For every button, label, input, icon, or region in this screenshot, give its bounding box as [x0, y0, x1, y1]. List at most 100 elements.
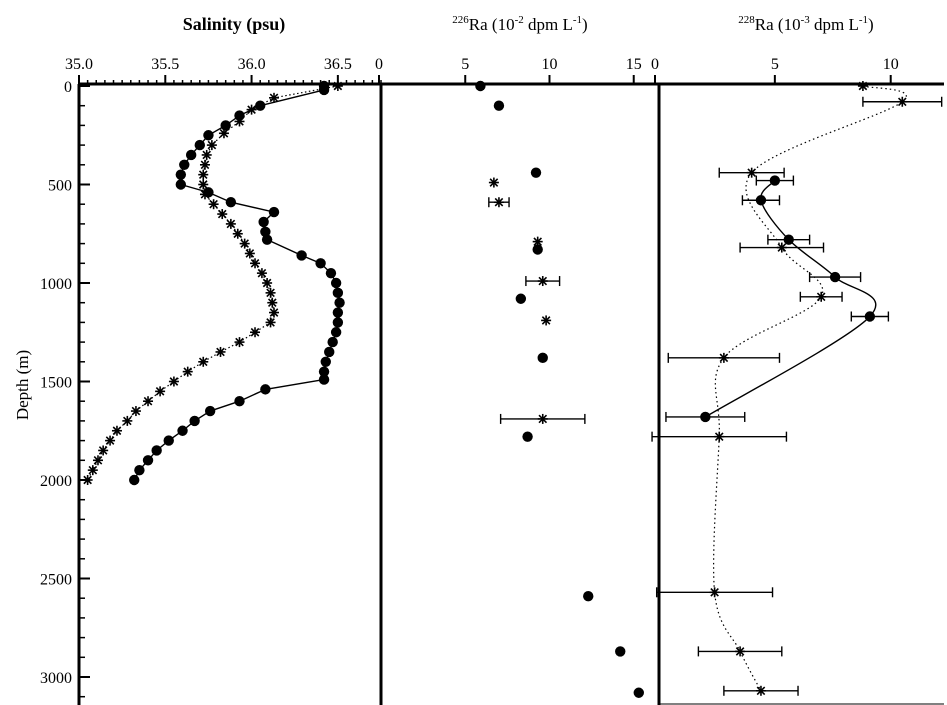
ra226-circle-point [537, 352, 548, 364]
salinity-asterisk-point [265, 287, 276, 298]
asterisk-stroke [219, 128, 229, 138]
ra226-asterisk-point [493, 197, 504, 208]
salinity-asterisk-point [198, 179, 209, 190]
ra228-x-tick-label: 5 [771, 56, 779, 73]
asterisk-stroke [112, 426, 122, 436]
asterisk-stroke [266, 288, 275, 298]
salinity-circle-point [332, 317, 344, 328]
depth-tick-label: 3000 [40, 670, 72, 687]
ra226-title-isotope: 226 [452, 14, 469, 26]
depth-tick-label: 2500 [40, 572, 72, 589]
asterisk-stroke [233, 229, 243, 239]
ra226-title-exp: -2 [515, 14, 524, 26]
asterisk-stroke [756, 686, 766, 696]
salinity-asterisk-point [105, 435, 116, 446]
ra226-x-tick-label: 5 [461, 56, 469, 73]
salinity-asterisk-point [265, 317, 276, 328]
asterisk-stroke [183, 367, 193, 376]
salinity-asterisk-point [143, 396, 154, 407]
ra228-asterisk-point [746, 167, 757, 178]
asterisk-stroke [198, 180, 208, 189]
ra226-asterisk-point [537, 413, 548, 424]
asterisk-stroke [105, 436, 115, 445]
salinity-asterisk-point [250, 327, 261, 338]
axes-layer: 0 500 1000 1500 2000 2500 3000 [40, 79, 944, 705]
salinity-asterisk-point [269, 307, 280, 318]
ra226-panel: 0 5 10 15 [375, 56, 644, 698]
salinity-asterisk-point [155, 386, 166, 397]
salinity-asterisk-point [82, 475, 93, 485]
asterisk-stroke [333, 81, 343, 91]
ra226-circle-point [532, 244, 543, 255]
ra226-circle-point [615, 646, 626, 657]
salinity-asterisk-point [239, 238, 250, 249]
asterisk-stroke [83, 475, 92, 485]
asterisk-stroke [198, 357, 208, 367]
ra228-asterisk-series-line [713, 85, 907, 692]
asterisk-stroke [226, 219, 236, 229]
salinity-asterisk-point [208, 199, 219, 210]
salinity-circle-point [268, 206, 280, 218]
ra228-circle-point [769, 175, 781, 186]
salinity-circle-point [203, 130, 214, 141]
salinity-circle-point [332, 307, 344, 318]
asterisk-stroke [266, 318, 275, 327]
salinity-circle-point [194, 139, 205, 151]
asterisk-stroke [541, 316, 551, 325]
salinity-circle-point [325, 267, 337, 279]
salinity-x-tick-label: 35.5 [151, 56, 179, 73]
salinity-circle-point [334, 297, 345, 308]
salinity-asterisk-point [92, 455, 103, 466]
asterisk-stroke [538, 414, 548, 424]
asterisk-stroke [240, 239, 249, 248]
salinity-circle-point [315, 258, 326, 269]
asterisk-stroke [202, 150, 212, 160]
salinity-circle-point [175, 179, 187, 190]
salinity-circle-point [318, 84, 330, 96]
ra228-asterisk-point [897, 96, 908, 107]
ra228-circle-point [700, 411, 711, 423]
ra228-asterisk-point [755, 685, 766, 696]
asterisk-stroke [88, 465, 98, 475]
asterisk-stroke [131, 406, 141, 416]
salinity-asterisk-point [198, 356, 209, 367]
salinity-asterisk-point [111, 425, 122, 436]
salinity-circle-point [327, 336, 338, 348]
asterisk-stroke [897, 97, 907, 107]
salinity-asterisk-point [198, 169, 209, 180]
salinity-circle-point [330, 277, 342, 289]
asterisk-stroke [200, 160, 210, 170]
asterisk-stroke [735, 647, 745, 656]
salinity-circle-point [332, 287, 344, 299]
asterisk-stroke [777, 243, 787, 252]
ra226-circle-point [515, 293, 527, 304]
salinity-circle-point [204, 405, 216, 417]
salinity-asterisk-series-line [87, 85, 338, 481]
ra228-title-close: ) [868, 15, 874, 34]
asterisk-stroke [257, 268, 267, 278]
asterisk-stroke [98, 446, 108, 455]
ra226-x-tick-label: 15 [626, 56, 642, 73]
depth-tick-label: 500 [48, 178, 72, 195]
salinity-asterisk-point [256, 268, 267, 279]
ra228-panel-title: 228Ra (10-3 dpm L-1) [738, 14, 873, 34]
salinity-asterisk-point [206, 140, 217, 151]
asterisk-stroke [245, 249, 255, 258]
asterisk-stroke [250, 327, 260, 337]
salinity-asterisk-point [182, 366, 193, 377]
ra228-asterisk-point [709, 587, 720, 598]
depth-tick-label: 0 [64, 79, 72, 96]
ra226-asterisk-point [532, 236, 543, 247]
salinity-circle-series-line [133, 86, 341, 481]
ra226-asterisk-point [541, 315, 552, 326]
asterisk-stroke [538, 276, 548, 286]
ra228-title-unit: dpm L [810, 15, 859, 34]
asterisk-stroke [533, 237, 543, 246]
asterisk-stroke [217, 209, 227, 219]
salinity-asterisk-point [201, 149, 212, 160]
ra228-asterisk-point [735, 646, 746, 657]
salinity-circle-point [134, 464, 145, 476]
asterisk-stroke [816, 292, 826, 302]
ra226-circle-point [530, 167, 542, 178]
